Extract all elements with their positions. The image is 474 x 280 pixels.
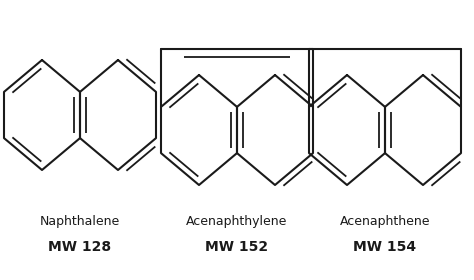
Text: MW 128: MW 128	[48, 240, 111, 254]
Text: Naphthalene: Naphthalene	[40, 215, 120, 228]
Text: MW 154: MW 154	[354, 240, 417, 254]
Text: Acenaphthylene: Acenaphthylene	[186, 215, 288, 228]
Text: Acenaphthene: Acenaphthene	[340, 215, 430, 228]
Text: MW 152: MW 152	[205, 240, 269, 254]
